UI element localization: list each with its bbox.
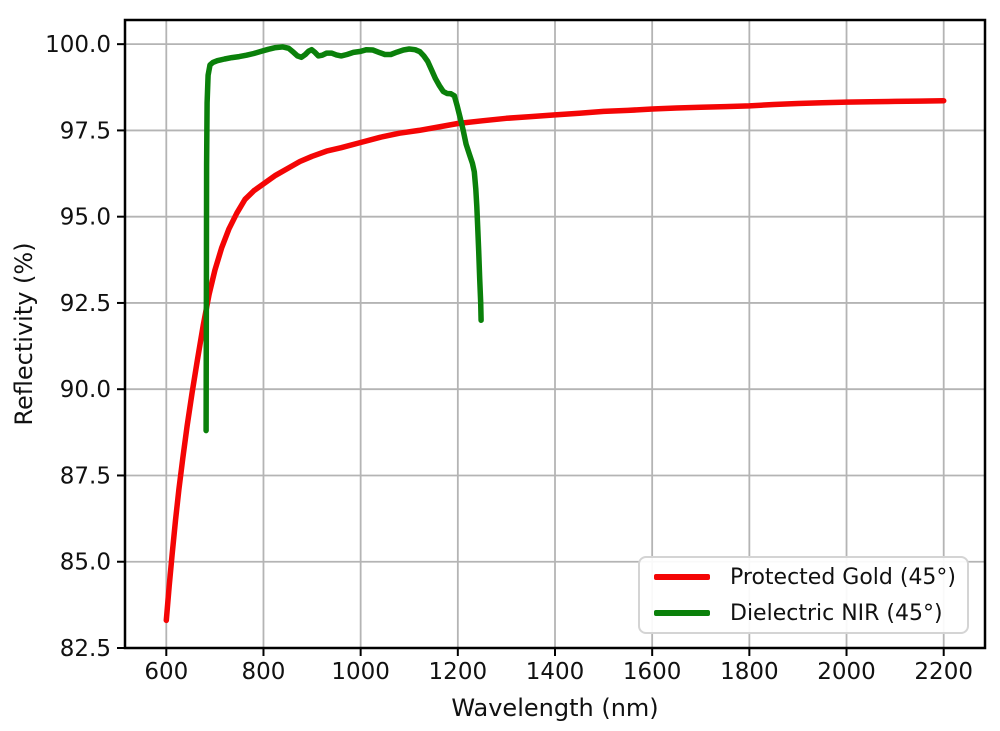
curve-series-1 [203, 44, 484, 434]
y-tick-label: 90.0 [60, 377, 111, 403]
legend-item-dielectric-nir: Dielectric NIR (45°) [648, 598, 957, 628]
tick-labels: 600 800 1000 1200 1400 1600 1800 2000 2200 82.5 85… [45, 32, 973, 685]
y-tick-label: 82.5 [60, 636, 111, 662]
gridlines [125, 20, 985, 649]
tick-marks [117, 43, 945, 656]
legend-line-sample-red [654, 574, 710, 580]
x-tick-label: 1600 [623, 659, 682, 685]
x-axis-label: Wavelength (nm) [451, 694, 658, 722]
y-axis-label: Reflectivity (%) [10, 242, 38, 425]
y-tick-label: 92.5 [60, 291, 111, 317]
legend-line-sample-green [654, 610, 710, 616]
legend-item-protected-gold: Protected Gold (45°) [648, 562, 957, 592]
y-tick-label: 95.0 [60, 205, 111, 231]
y-tick-label: 85.0 [60, 550, 111, 576]
x-tick-label: 1000 [331, 659, 390, 685]
y-tick-label: 87.5 [60, 463, 111, 489]
x-tick-label: 800 [242, 659, 286, 685]
curve-series-0 [163, 97, 947, 624]
x-tick-label: 600 [144, 659, 188, 685]
x-tick-label: 1800 [720, 659, 779, 685]
legend-label-dielectric-nir: Dielectric NIR (45°) [730, 600, 943, 626]
legend-label-protected-gold: Protected Gold (45°) [730, 564, 957, 590]
x-tick-label: 1400 [526, 659, 585, 685]
x-tick-label: 2000 [817, 659, 876, 685]
x-tick-label: 1200 [429, 659, 488, 685]
y-tick-label: 97.5 [60, 118, 111, 144]
data-curves [163, 44, 947, 624]
legend: Protected Gold (45°) Dielectric NIR (45°… [638, 556, 969, 634]
x-tick-label: 2200 [914, 659, 973, 685]
y-tick-label: 100.0 [45, 32, 111, 58]
